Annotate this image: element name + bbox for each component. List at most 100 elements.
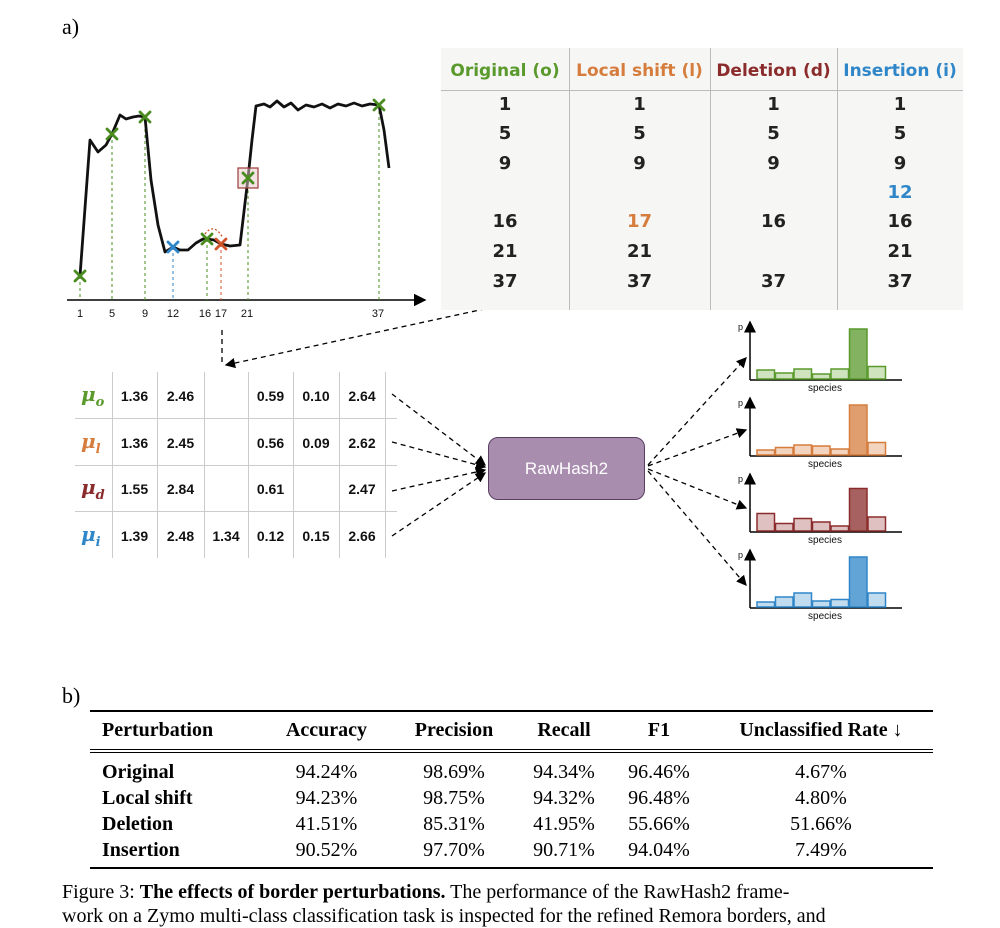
histogram-bar <box>867 365 887 380</box>
metric-cell: 90.71% <box>519 837 609 869</box>
metric-cell: 97.70% <box>389 837 519 869</box>
mu-value: 1.36 <box>120 388 149 404</box>
raw-signal-trace <box>78 99 391 277</box>
metric-cell: 94.32% <box>533 787 595 809</box>
table-to-mu-arrow <box>224 302 513 369</box>
border-cell: 16 <box>492 211 518 232</box>
mu-value: 2.45 <box>166 434 195 451</box>
histogram-bar <box>793 368 813 380</box>
histogram-y-label: p <box>738 474 743 484</box>
mu-value: 2.66 <box>348 527 376 544</box>
border-cell: 1 <box>633 94 646 115</box>
mu-o-arrow <box>391 393 487 466</box>
border-cell: 9 <box>633 153 646 174</box>
header-recall: Recall <box>519 710 609 753</box>
border-marker-21 <box>241 171 255 185</box>
histogram-bar <box>830 368 850 380</box>
header-accuracy: Accuracy <box>264 710 389 753</box>
species-histogram: p species <box>738 320 902 394</box>
borders-header: Insertion (i) <box>843 61 957 81</box>
histogram-y-label: p <box>738 550 743 560</box>
histogram-bar <box>756 449 776 456</box>
tick-label: 12 <box>167 308 179 320</box>
mu-value: 2.84 <box>166 481 195 497</box>
mu-symbol: μi <box>81 521 101 550</box>
border-marker-16 <box>200 232 214 246</box>
histogram-bar <box>756 601 776 608</box>
metric-cell: 98.69% <box>423 761 485 783</box>
histogram-bar <box>793 517 813 532</box>
border-cell: 9 <box>498 153 512 174</box>
histogram-bar <box>848 487 868 532</box>
metric-cell: 96.46% <box>628 761 690 783</box>
table-row: Original 94.24% 98.69% 94.34% 96.46% 4.67% <box>90 751 933 785</box>
border-cell: 16 <box>887 211 913 232</box>
row-label: Deletion <box>102 813 174 835</box>
histogram-bar <box>811 373 831 380</box>
species-histogram: p species <box>738 548 902 622</box>
mu-l-arrow <box>391 441 487 470</box>
mu-value: 0.15 <box>302 527 330 544</box>
histogram-bar <box>774 522 794 532</box>
border-cell: 37 <box>492 271 518 292</box>
metric-cell: 51.66% <box>790 813 852 835</box>
mu-symbol: μd <box>81 475 105 503</box>
mu-value: 2.46 <box>166 388 195 404</box>
border-cell: 21 <box>626 241 653 262</box>
header-perturbation: Perturbation <box>90 710 264 753</box>
caption-text-line2: work on a Zymo multi-class classificatio… <box>62 905 826 927</box>
border-cell: 16 <box>760 211 787 232</box>
histogram-bar <box>774 596 794 608</box>
metric-cell: 94.04% <box>609 837 709 869</box>
border-cell: 5 <box>498 123 512 144</box>
histogram-x-label: species <box>808 535 842 546</box>
metric-cell: 41.95% <box>533 813 595 835</box>
histogram-bar <box>756 512 776 532</box>
border-cell: 21 <box>492 241 518 262</box>
border-cell: 37 <box>887 271 913 292</box>
border-cell: 1 <box>893 94 907 115</box>
histogram-bar <box>848 328 868 380</box>
metric-cell: 7.49% <box>709 837 933 869</box>
histogram-y-label: p <box>738 322 743 332</box>
borders-table: Original (o) 1 5 9 16 21 37 Local shift (l) 1 5 9 1… <box>441 48 963 310</box>
header-f1: F1 <box>609 710 709 753</box>
tick-label: 16 <box>199 308 211 320</box>
border-marker-17 <box>214 237 228 251</box>
border-cell: 21 <box>887 241 913 262</box>
mu-value: 0.09 <box>302 434 330 451</box>
histogram-bar <box>756 369 776 380</box>
mu-value: 2.47 <box>348 481 376 497</box>
histogram-bar <box>830 448 850 456</box>
tick-label: 17 <box>215 308 227 320</box>
histogram-x-label: species <box>808 611 842 622</box>
row-label: Local shift <box>102 787 193 809</box>
border-cell: 1 <box>767 94 780 115</box>
histogram-bar <box>867 592 887 608</box>
border-cell: 5 <box>893 123 907 144</box>
table-row: Local shift 94.23% 98.75% 94.32% 96.48% 4.80% <box>90 785 933 811</box>
metric-cell: 94.24% <box>295 761 358 783</box>
mu-symbol: μl <box>81 428 101 457</box>
histogram-bar <box>793 592 813 608</box>
species-histogram: p species <box>738 472 902 546</box>
table-row: Deletion 41.51% 85.31% 41.95% 55.66% 51.66% <box>90 811 933 837</box>
metric-cell: 55.66% <box>628 813 690 835</box>
panel-a-label: a) <box>62 14 80 39</box>
to-hist-o-arrow <box>647 357 747 466</box>
border-marker-12 <box>166 240 180 254</box>
mu-value: 1.39 <box>120 527 149 544</box>
border-cell: 9 <box>893 153 907 174</box>
metric-cell: 90.52% <box>264 837 389 869</box>
border-cell: 9 <box>767 153 780 174</box>
panel-a-figure: 1 5 9 12 16 17 21 37 p species p species p sp… <box>67 98 902 622</box>
metric-cell: 96.48% <box>628 787 690 809</box>
metric-cell: 94.23% <box>295 787 358 809</box>
histogram-bar <box>830 598 850 608</box>
metric-cell: 94.34% <box>533 761 595 783</box>
row-label: Insertion <box>90 837 264 869</box>
tick-label: 21 <box>241 308 253 320</box>
species-histograms: p species p species p species p species <box>738 320 902 622</box>
metric-cell: 4.67% <box>795 761 847 783</box>
metric-cell: 41.51% <box>295 813 358 835</box>
